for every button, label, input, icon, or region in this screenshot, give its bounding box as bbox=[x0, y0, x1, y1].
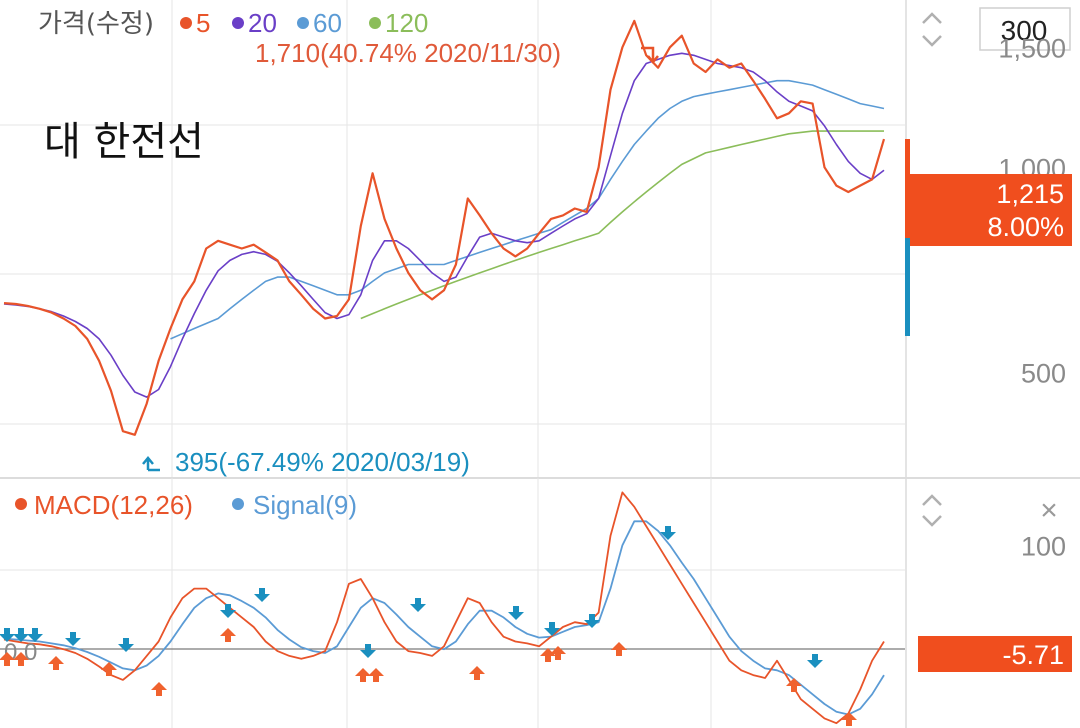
buy-arrow-icon bbox=[355, 668, 371, 682]
price-series-ma5 bbox=[3, 19, 886, 436]
macd-scroll-icon[interactable] bbox=[922, 494, 942, 527]
legend-dot-ma20 bbox=[232, 17, 244, 29]
sell-arrow-icon bbox=[508, 606, 524, 620]
macd-legend-label[interactable]: MACD(12,26) bbox=[34, 490, 193, 520]
buy-arrow-icon bbox=[368, 668, 384, 682]
legend-dot-ma120 bbox=[369, 17, 381, 29]
close-icon[interactable]: × bbox=[1040, 494, 1058, 527]
price-series-ma120 bbox=[360, 130, 884, 320]
sell-arrow-icon bbox=[544, 622, 560, 636]
price-range-bar-red bbox=[905, 139, 910, 239]
macd-axis-ticks: 100 bbox=[1021, 531, 1066, 561]
sell-arrow-icon bbox=[410, 598, 426, 612]
buy-arrow-icon bbox=[48, 656, 64, 670]
legend-label-ma60[interactable]: 60 bbox=[313, 8, 342, 38]
price-series-group bbox=[3, 19, 886, 436]
sell-arrow-icon bbox=[65, 632, 81, 646]
legend-dot-macd bbox=[15, 498, 27, 510]
buy-arrow-icon bbox=[469, 666, 485, 680]
price-scroll-icon[interactable] bbox=[922, 12, 942, 47]
period-value[interactable]: 300 bbox=[1001, 15, 1048, 46]
legend-dot-signal bbox=[232, 498, 244, 510]
signal-line bbox=[3, 520, 885, 716]
current-price: 1,215 bbox=[996, 179, 1064, 209]
legend-label-ma120[interactable]: 120 bbox=[385, 8, 428, 38]
buy-arrow-icon bbox=[0, 652, 15, 666]
sell-arrow-icon bbox=[660, 526, 676, 540]
price-tick-label: 500 bbox=[1021, 358, 1066, 388]
legend-label-ma5[interactable]: 5 bbox=[196, 8, 210, 38]
period-box[interactable] bbox=[979, 7, 1071, 51]
macd-series-group bbox=[3, 491, 885, 725]
buy-arrow-icon bbox=[786, 678, 802, 692]
sell-arrow-icon bbox=[118, 638, 134, 652]
macd-line bbox=[3, 491, 885, 725]
signal-arrows bbox=[0, 526, 857, 726]
price-range-bar-blue bbox=[905, 238, 910, 336]
sell-arrow-icon bbox=[807, 654, 823, 668]
price-grid bbox=[0, 0, 905, 478]
sell-arrow-icon bbox=[27, 628, 43, 642]
sell-arrow-icon bbox=[584, 614, 600, 628]
legend-label-ma20[interactable]: 20 bbox=[248, 8, 277, 38]
low-price-annotation: 395(-67.49% 2020/03/19) bbox=[175, 447, 470, 477]
price-series-ma20 bbox=[3, 52, 885, 398]
sell-arrow-icon bbox=[360, 644, 376, 658]
buy-arrow-icon bbox=[540, 648, 556, 662]
sell-arrow-icon bbox=[220, 604, 236, 618]
price-tick-label: 1,500 bbox=[998, 33, 1066, 63]
buy-arrow-icon bbox=[13, 652, 29, 666]
high-marker-icon bbox=[641, 46, 659, 64]
current-price-badge bbox=[910, 174, 1072, 246]
macd-value-badge bbox=[918, 636, 1072, 672]
buy-arrow-icon bbox=[220, 628, 236, 642]
low-marker-icon bbox=[142, 456, 160, 472]
macd-tick-label: 100 bbox=[1021, 531, 1066, 561]
buy-arrow-icon bbox=[841, 712, 857, 726]
buy-arrow-icon bbox=[101, 662, 117, 676]
macd-current-value: -5.71 bbox=[1002, 640, 1064, 670]
price-series-ma60 bbox=[170, 79, 885, 340]
high-price-annotation: 1,710(40.74% 2020/11/30) bbox=[255, 38, 561, 68]
current-change: 8.00% bbox=[987, 212, 1064, 242]
buy-arrow-icon bbox=[611, 642, 627, 656]
sell-arrow-icon bbox=[254, 588, 270, 602]
macd-grid bbox=[0, 478, 905, 728]
signal-legend-label[interactable]: Signal(9) bbox=[253, 490, 357, 520]
legend-dot-ma60 bbox=[297, 17, 309, 29]
stock-name: 대 한전선 bbox=[44, 119, 204, 165]
buy-arrow-icon bbox=[151, 682, 167, 696]
legend-dot-ma5 bbox=[180, 17, 192, 29]
sell-arrow-icon bbox=[0, 628, 15, 642]
price-legend-title: 가격(수정) bbox=[38, 9, 154, 39]
buy-arrow-icon bbox=[550, 646, 566, 660]
sell-arrow-icon bbox=[13, 628, 29, 642]
